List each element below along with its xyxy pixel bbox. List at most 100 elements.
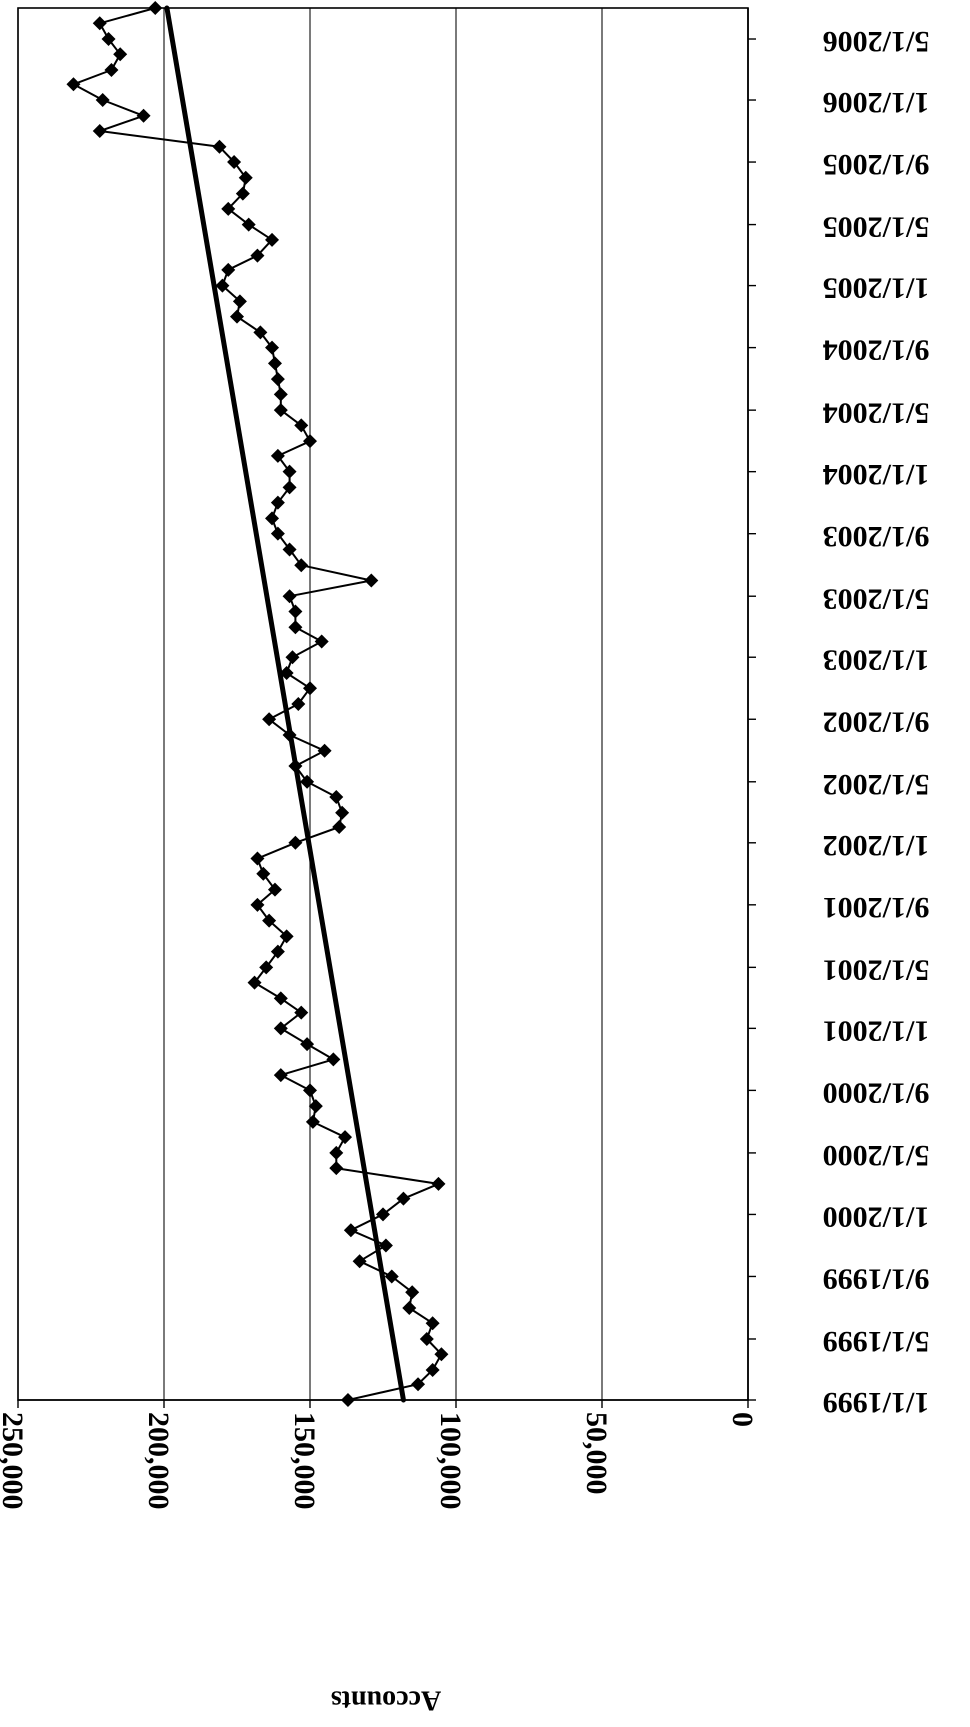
date-tick-label: 9/1/2003 <box>823 520 930 553</box>
data-point-2002-12-01 <box>279 665 294 680</box>
data-point-2000-05-01 <box>329 1145 344 1160</box>
data-point-2005-12-01 <box>136 108 151 123</box>
value-ticks: 0 50,000 100,000 150,000 200,000 250,000 <box>0 1400 759 1510</box>
data-point-2005-11-01 <box>92 124 107 139</box>
data-point-2001-06-01 <box>270 944 285 959</box>
data-point-2001-09-01 <box>250 897 265 912</box>
date-tick-label: 5/1/1999 <box>823 1325 930 1358</box>
data-point-2003-03-01 <box>288 620 303 635</box>
data-point-2006-06-01 <box>92 16 107 31</box>
date-tick-label: 9/1/2002 <box>823 705 930 738</box>
data-point-2002-08-01 <box>282 728 297 743</box>
data-point-2003-05-01 <box>282 589 297 604</box>
accounts-series-line <box>72 7 443 1401</box>
value-tick-label: 0 <box>726 1412 759 1427</box>
data-point-2003-04-01 <box>288 604 303 619</box>
data-point-2006-05-01 <box>101 32 116 47</box>
data-point-2004-12-01 <box>232 294 247 309</box>
value-axis-title: Accounts <box>331 1685 442 1716</box>
data-point-1999-07-01 <box>402 1300 417 1315</box>
data-point-2002-03-01 <box>335 805 350 820</box>
data-point-1999-12-01 <box>343 1223 358 1238</box>
data-point-2004-03-01 <box>303 434 317 449</box>
data-point-2000-02-01 <box>396 1191 411 1206</box>
data-point-2002-07-01 <box>317 743 332 758</box>
data-point-2002-04-01 <box>329 790 344 805</box>
data-point-2000-11-01 <box>326 1052 341 1067</box>
data-point-2004-02-01 <box>270 448 285 463</box>
data-point-2001-05-01 <box>259 960 274 975</box>
data-point-2004-07-01 <box>270 372 285 387</box>
data-point-2001-04-01 <box>247 975 262 990</box>
date-tick-label: 9/1/2001 <box>823 891 930 924</box>
data-point-2004-10-01 <box>253 325 268 340</box>
data-point-2005-05-01 <box>241 217 256 232</box>
date-tick-label: 5/1/2006 <box>823 25 930 58</box>
data-point-2003-06-01 <box>364 573 379 588</box>
data-point-2003-09-01 <box>270 526 285 541</box>
date-tick-label: 5/1/2005 <box>823 211 930 244</box>
accounts-series-markers <box>66 1 449 1407</box>
data-point-1999-10-01 <box>352 1254 367 1269</box>
data-point-2003-07-01 <box>294 558 309 573</box>
data-point-2000-01-01 <box>376 1207 390 1222</box>
data-point-2000-12-01 <box>300 1037 315 1052</box>
data-point-2004-11-01 <box>230 309 244 324</box>
date-tick-label: 1/1/2005 <box>823 272 930 305</box>
date-tick-label: 9/1/1999 <box>823 1263 930 1296</box>
data-point-2005-04-01 <box>265 232 280 247</box>
data-point-2001-10-01 <box>267 882 282 897</box>
date-tick-label: 5/1/2003 <box>823 582 930 615</box>
data-point-2003-08-01 <box>282 542 297 557</box>
value-tick-label: 250,000 <box>0 1412 29 1510</box>
data-point-2005-09-01 <box>227 155 242 170</box>
data-point-2005-06-01 <box>221 201 236 216</box>
data-point-1999-11-01 <box>378 1238 393 1253</box>
date-tick-label: 1/1/1999 <box>823 1386 930 1419</box>
value-tick-label: 200,000 <box>142 1412 175 1510</box>
data-point-2004-08-01 <box>267 356 282 371</box>
data-point-1999-01-01 <box>340 1393 355 1407</box>
data-point-2005-08-01 <box>238 170 253 185</box>
data-point-2005-03-01 <box>250 248 265 263</box>
data-point-2001-08-01 <box>262 913 277 928</box>
date-tick-label: 1/1/2006 <box>823 86 930 119</box>
data-point-2004-04-01 <box>294 418 309 433</box>
data-point-2002-10-01 <box>291 697 306 711</box>
value-tick-label: 100,000 <box>434 1412 467 1510</box>
data-point-2003-11-01 <box>270 495 285 510</box>
data-point-2001-01-01 <box>273 1021 288 1036</box>
data-point-1999-05-01 <box>419 1331 434 1346</box>
date-tick-label: 5/1/2000 <box>823 1139 930 1172</box>
data-point-2000-04-01 <box>329 1161 344 1176</box>
date-ticks: 1/1/1999 5/1/1999 9/1/1999 1/1/2000 5/1/2000… <box>748 25 929 1419</box>
data-point-2001-03-01 <box>273 991 288 1006</box>
date-tick-label: 1/1/2002 <box>823 829 930 862</box>
plot-frame <box>17 7 749 1401</box>
data-point-2002-09-01 <box>262 712 277 727</box>
data-point-2002-11-01 <box>303 681 317 696</box>
gridlines <box>17 8 603 1400</box>
data-point-2000-06-01 <box>338 1130 353 1145</box>
data-point-2002-02-01 <box>332 820 347 835</box>
data-point-2004-01-01 <box>282 464 297 479</box>
data-point-2001-11-01 <box>256 866 271 881</box>
data-point-2004-09-01 <box>265 340 280 355</box>
date-tick-label: 1/1/2000 <box>823 1201 930 1234</box>
data-point-2004-05-01 <box>273 403 288 418</box>
data-point-2000-03-01 <box>431 1176 446 1191</box>
date-tick-label: 9/1/2005 <box>823 148 930 181</box>
date-tick-label: 1/1/2001 <box>823 1014 930 1047</box>
value-tick-label: 150,000 <box>288 1412 321 1510</box>
data-point-2001-12-01 <box>250 851 265 866</box>
data-point-2006-07-01 <box>148 1 163 15</box>
data-point-2003-02-01 <box>314 634 329 649</box>
data-point-2000-08-01 <box>308 1099 323 1114</box>
value-tick-label: 50,000 <box>580 1412 613 1495</box>
data-point-2000-09-01 <box>303 1083 317 1098</box>
data-point-2005-02-01 <box>221 262 236 277</box>
date-tick-label: 5/1/2001 <box>823 953 930 986</box>
data-point-2002-01-01 <box>288 835 303 850</box>
